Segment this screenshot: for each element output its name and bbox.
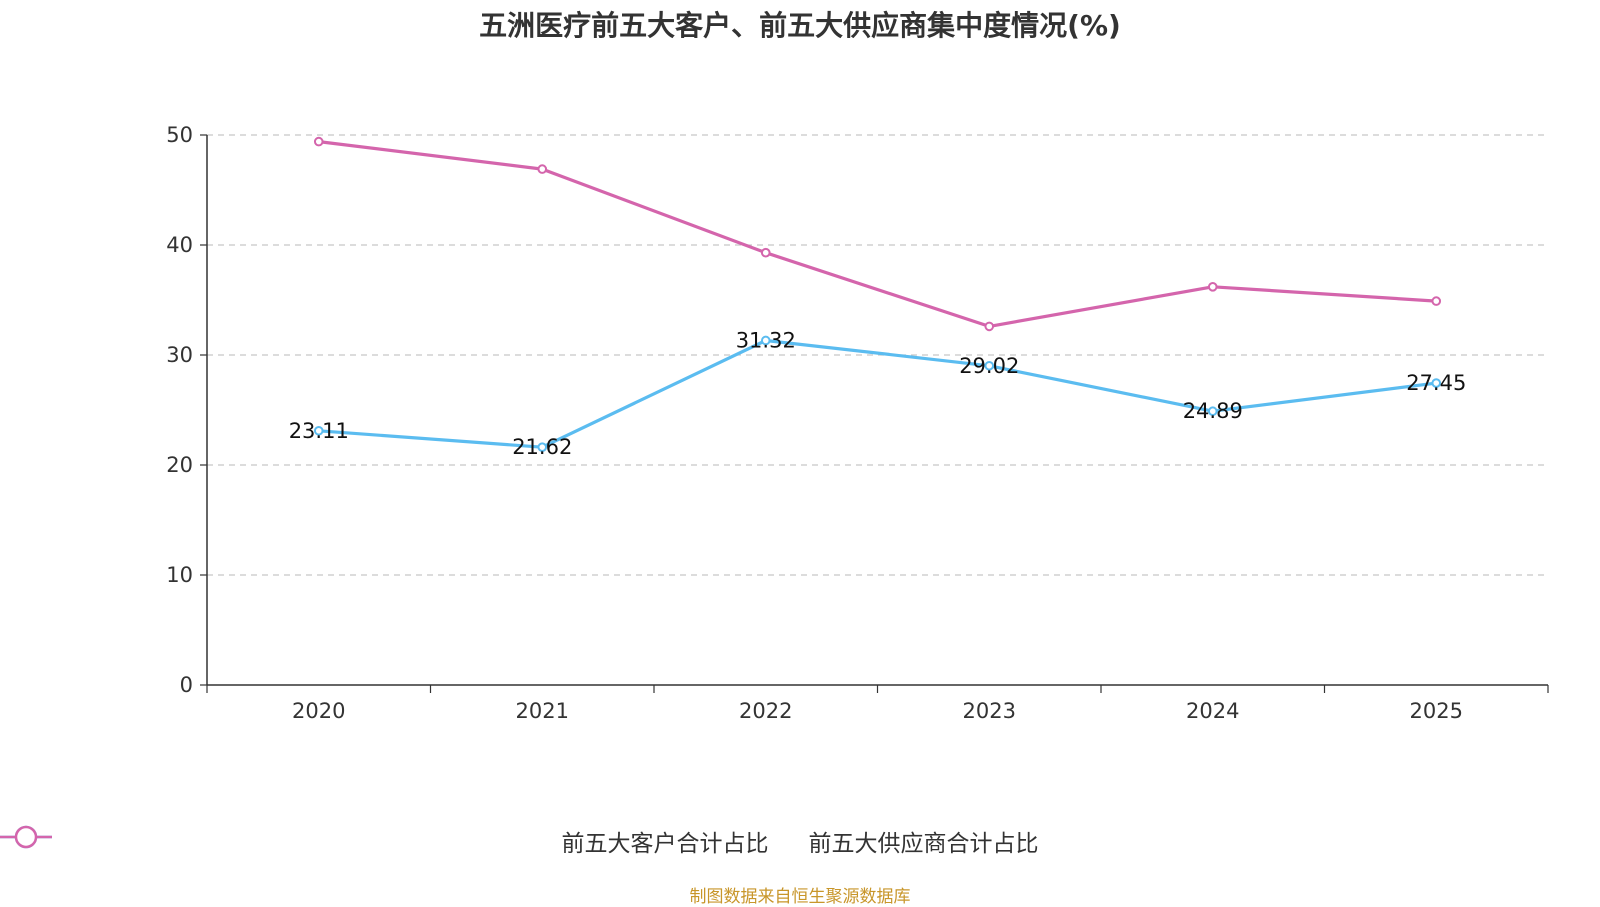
x-tick-label: 2025 [1410, 699, 1463, 723]
y-tick-label: 30 [166, 343, 193, 367]
data-point [1207, 282, 1218, 292]
source-note: 制图数据来自恒生聚源数据库 [689, 887, 911, 907]
x-tick-label: 2023 [963, 699, 1016, 723]
legend-item-suppliers[interactable]: 前五大供应商合计占比 [0, 824, 1039, 858]
series-line-0 [318, 338, 1437, 449]
data-point [537, 164, 548, 174]
data-point [537, 442, 548, 452]
y-tick-label: 20 [166, 453, 193, 477]
legend-swatch-suppliers [0, 825, 52, 849]
data-point [984, 321, 995, 332]
legend: 前五大客户合计占比 前五大供应商合计占比 [0, 824, 1600, 858]
data-label: 29.02 [959, 354, 1019, 378]
x-tick-label: 2021 [516, 699, 569, 723]
y-tick-label: 0 [180, 673, 193, 697]
series-line-1 [318, 140, 1437, 328]
data-label: 24.89 [1183, 399, 1243, 423]
legend-label-customers: 前五大客户合计占比 [561, 831, 769, 857]
y-tick-label: 40 [166, 233, 193, 257]
data-label: 23.11 [289, 419, 349, 443]
data-point [760, 247, 771, 258]
data-label: 21.62 [512, 435, 572, 459]
x-tick-label: 2024 [1186, 699, 1239, 723]
y-tick-label: 50 [166, 123, 193, 147]
data-label: 31.32 [736, 328, 796, 352]
legend-marker-suppliers [14, 825, 38, 849]
legend-label-suppliers: 前五大供应商合计占比 [808, 831, 1039, 857]
data-point [984, 360, 995, 371]
x-tick-label: 2022 [739, 699, 792, 723]
data-point [1431, 296, 1442, 306]
legend-item-customers[interactable]: 前五大客户合计占比 [0, 824, 769, 858]
data-point [313, 425, 324, 436]
data-label: 27.45 [1406, 371, 1466, 395]
x-tick-label: 2020 [292, 699, 345, 723]
data-point [1431, 378, 1442, 388]
data-point [1207, 406, 1218, 417]
data-point [760, 335, 771, 346]
y-tick-label: 10 [166, 563, 193, 587]
data-point [313, 136, 324, 147]
chart-title: 五洲医疗前五大客户、前五大供应商集中度情况(%) [479, 9, 1121, 42]
